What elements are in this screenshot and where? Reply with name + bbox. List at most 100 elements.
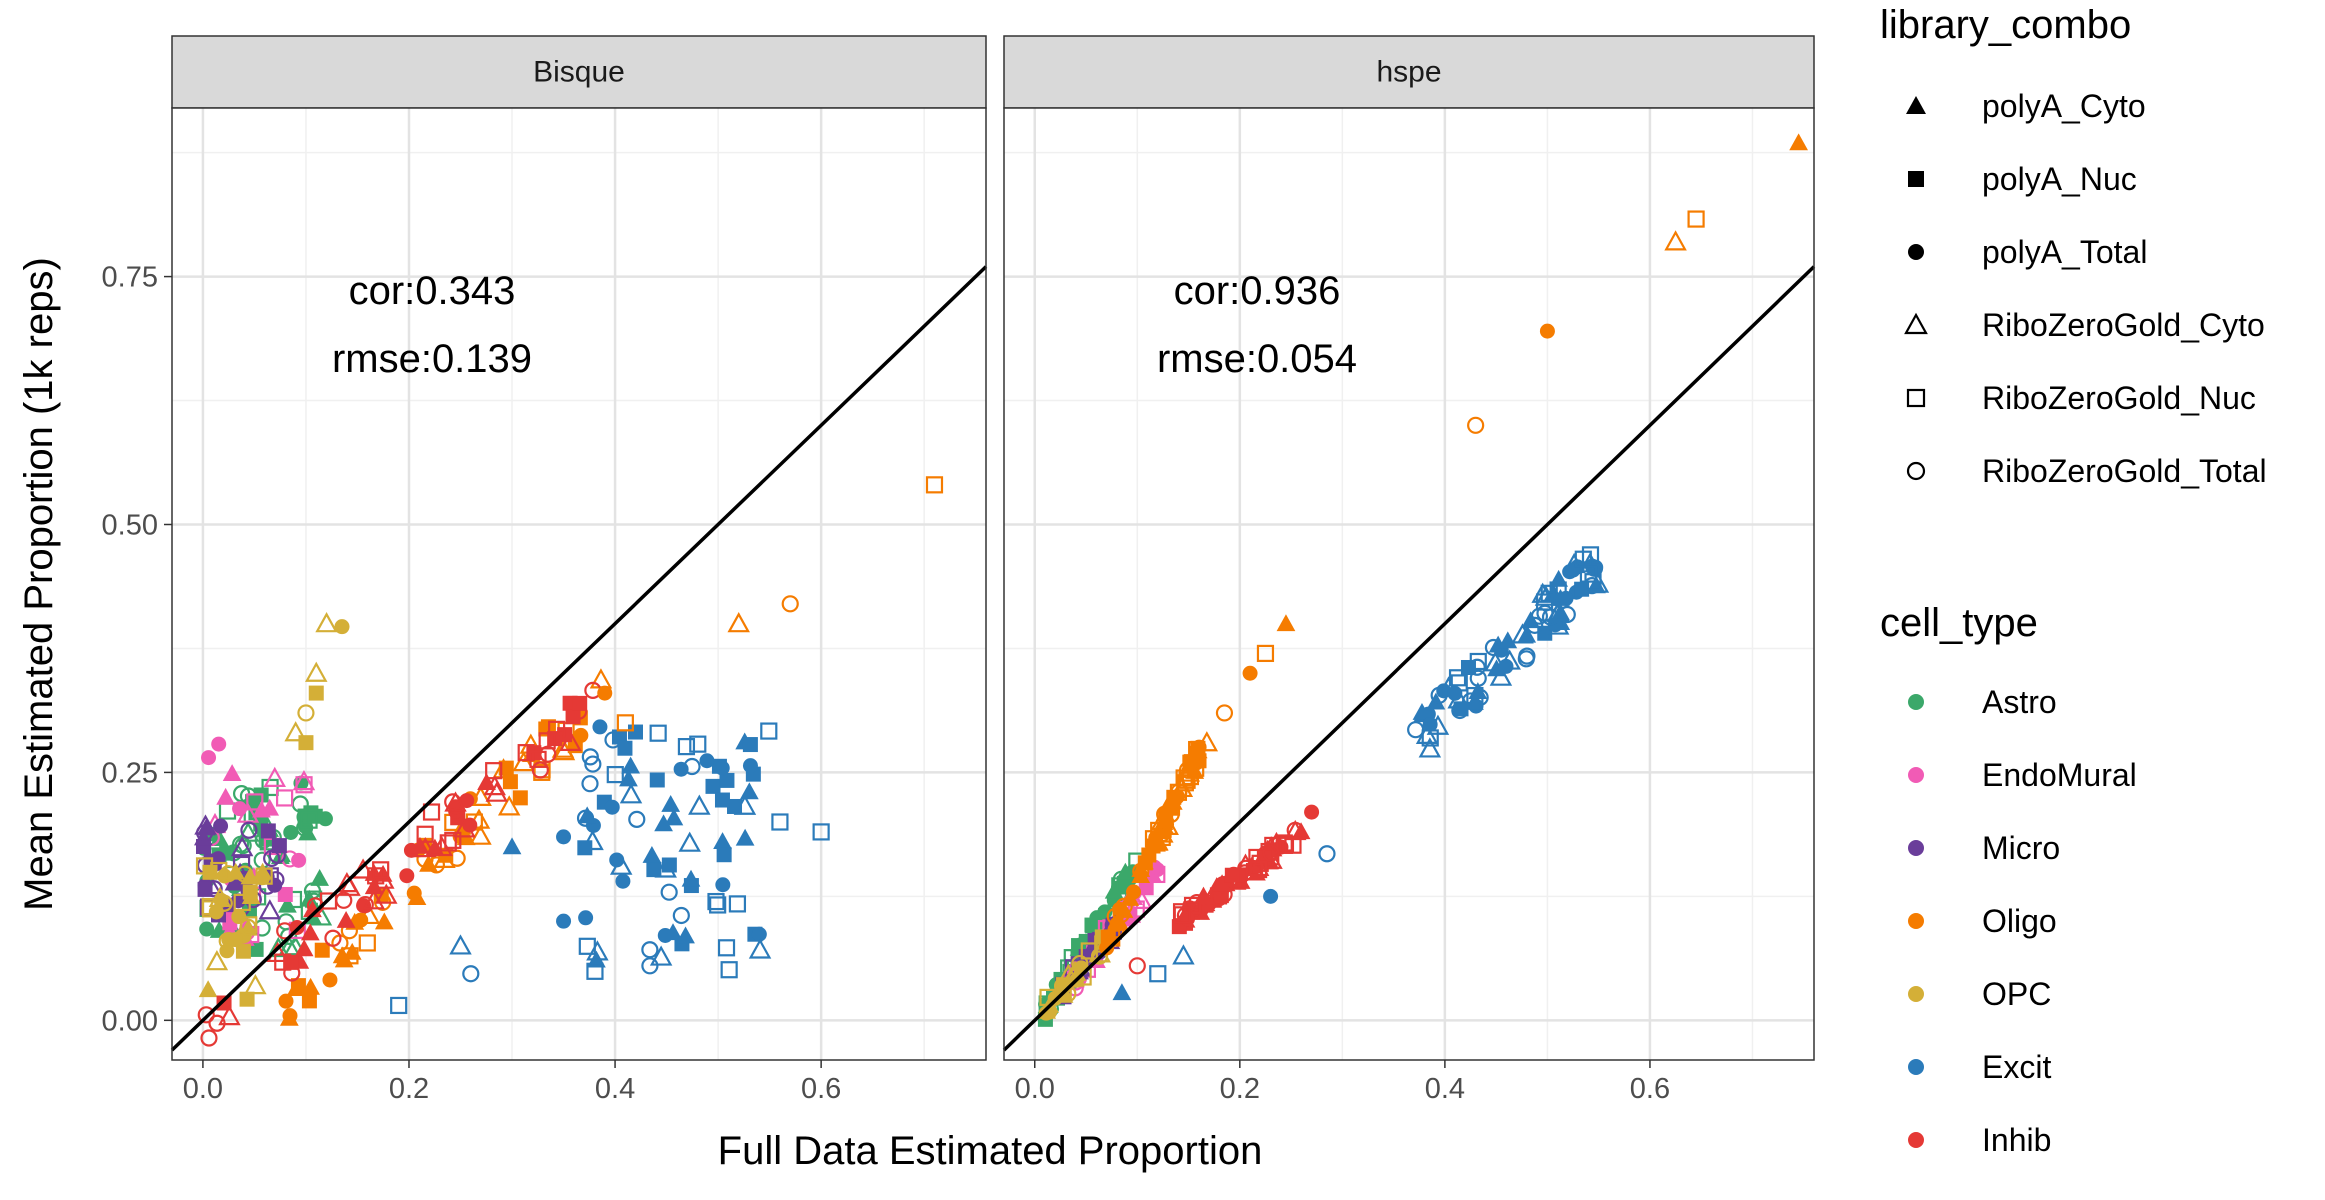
data-point-excit: [1498, 631, 1518, 649]
data-point-inhib: [529, 750, 547, 768]
data-point-astro: [307, 808, 323, 824]
data-point-inhib: [444, 831, 462, 849]
data-point-endomural: [1130, 888, 1153, 910]
data-point-endomural: [222, 764, 242, 782]
y-axis-title: Mean Estimated Proportion (1k reps): [17, 257, 61, 911]
legend-key-polya-nuc: [1908, 171, 1924, 187]
data-point-endomural: [252, 800, 271, 818]
data-point-inhib: [200, 1029, 218, 1047]
data-point-inhib: [335, 872, 359, 893]
data-point-endomural: [216, 787, 235, 805]
data-point-excit: [577, 840, 593, 856]
data-point-astro: [1104, 881, 1124, 899]
panel-bisque: Bisque cor:0.343 rmse:0.139: [170, 35, 988, 1061]
data-point-oligo: [427, 856, 446, 874]
data-point-opc: [240, 867, 260, 885]
data-point-excit: [689, 735, 707, 753]
data-point-excit: [641, 941, 659, 959]
data-point-oligo: [467, 808, 491, 829]
data-point-excit: [606, 765, 624, 784]
data-point-excit: [664, 808, 684, 826]
data-point-oligo: [1539, 323, 1555, 339]
data-point-excit: [735, 828, 755, 846]
data-point-inhib: [1284, 819, 1307, 841]
data-point-excit: [581, 748, 599, 766]
data-point-opc: [1056, 977, 1072, 993]
data-point-excit: [672, 906, 690, 925]
legend-key-inhib: [1908, 1132, 1924, 1148]
data-point-excit: [742, 758, 758, 774]
data-point-excit: [1468, 658, 1486, 676]
data-point-excit: [390, 996, 408, 1015]
data-point-inhib: [459, 793, 475, 809]
data-point-excit: [1468, 682, 1488, 700]
panel-hspe-rmse: rmse:0.054: [1157, 337, 1357, 381]
data-point-astro: [267, 936, 290, 958]
data-point-excit: [1526, 616, 1544, 634]
data-point-excit: [1418, 737, 1442, 758]
data-point-oligo: [616, 714, 634, 732]
data-point-inhib: [362, 889, 386, 910]
data-point-inhib: [335, 891, 353, 909]
y-axis: 0.00 0.25 0.50 0.75: [102, 262, 172, 1037]
data-point-astro: [310, 868, 330, 886]
data-point-excit: [688, 794, 711, 815]
legend-label: polyA_Total: [1982, 234, 2147, 270]
data-point-excit: [1460, 659, 1476, 675]
data-point-opc: [298, 735, 314, 751]
data-point-excit: [714, 760, 730, 776]
data-point-excit: [812, 823, 830, 841]
data-point-excit: [592, 719, 608, 735]
data-point-inhib: [410, 836, 430, 854]
legend-label: EndoMural: [1982, 757, 2137, 793]
data-point-excit: [683, 757, 701, 776]
panel-hspe-cor: cor:0.936: [1174, 269, 1341, 313]
data-point-excit: [1585, 559, 1604, 577]
data-point-excit: [1534, 585, 1558, 606]
data-point-excit: [673, 761, 689, 777]
data-point-endomural: [232, 801, 248, 817]
legend-label: Oligo: [1982, 903, 2057, 939]
x-axis-hspe: 0.0 0.2 0.4 0.6: [1015, 1060, 1670, 1105]
legend: library_combo polyA_Cyto polyA_Nuc polyA_To…: [1880, 3, 2267, 1158]
data-point-opc: [334, 619, 350, 635]
data-point-inhib: [294, 939, 314, 957]
data-point-excit: [1318, 845, 1336, 863]
data-point-inhib: [1284, 836, 1302, 854]
data-point-oligo: [1191, 753, 1207, 769]
data-point-excit: [462, 965, 480, 983]
data-point-oligo: [322, 972, 338, 988]
data-point-excit: [751, 926, 767, 942]
data-point-opc: [305, 661, 328, 682]
data-point-oligo: [1467, 416, 1485, 434]
data-point-oligo: [1176, 774, 1194, 792]
data-point-excit: [556, 829, 572, 845]
data-point-oligo: [1151, 822, 1174, 843]
x-tick-label: 0.0: [183, 1073, 223, 1105]
data-point-excit: [621, 756, 641, 774]
data-point-endomural: [275, 789, 294, 807]
legend-label: polyA_Nuc: [1982, 161, 2137, 197]
data-point-endomural: [246, 793, 264, 811]
data-point-micro: [240, 821, 258, 839]
data-point-excit: [748, 938, 772, 959]
data-point-opc: [1057, 963, 1080, 984]
data-point-opc: [227, 932, 243, 948]
data-point-oligo: [727, 612, 750, 633]
data-point-excit: [717, 939, 736, 957]
data-point-excit: [742, 737, 758, 753]
data-point-opc: [205, 950, 229, 971]
data-point-inhib: [1180, 911, 1196, 927]
data-point-astro: [283, 824, 299, 840]
data-point-inhib: [1246, 855, 1270, 877]
data-point-excit: [1565, 562, 1581, 578]
legend-library-combo-title: library_combo: [1880, 3, 2131, 47]
data-point-excit: [1465, 692, 1484, 710]
x-tick-label: 0.2: [1220, 1073, 1260, 1105]
data-point-opc: [239, 918, 257, 936]
data-point-inhib: [430, 835, 454, 857]
data-point-oligo: [1276, 614, 1296, 632]
data-point-opc: [244, 973, 267, 995]
data-point-inhib: [565, 709, 581, 725]
